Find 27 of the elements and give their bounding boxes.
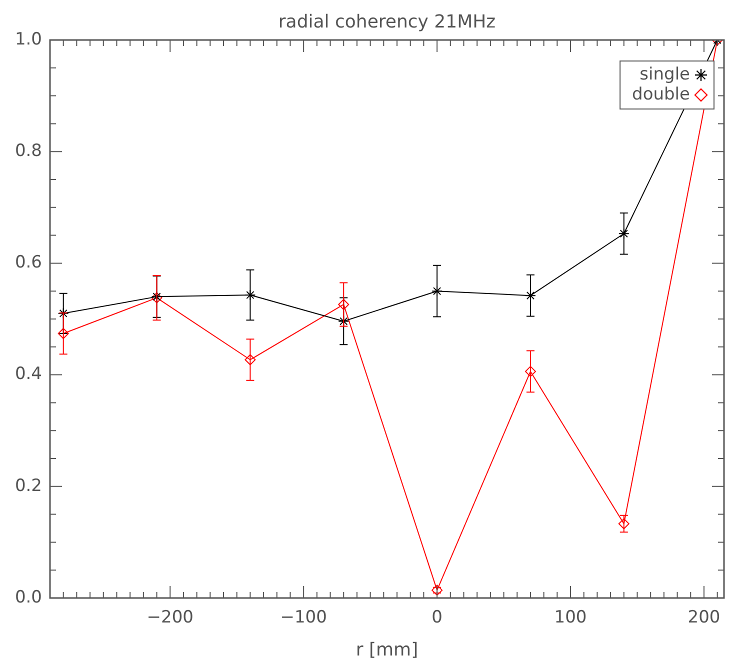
point (618, 228, 630, 240)
chart-title: radial coherency 21MHz (278, 12, 496, 33)
y-tick-label: 1.0 (14, 29, 42, 50)
y-tick-label: 0.2 (14, 476, 42, 496)
point (524, 366, 536, 377)
point (432, 584, 443, 596)
point (338, 298, 350, 310)
point (618, 518, 630, 530)
point (432, 286, 443, 297)
point (244, 354, 256, 366)
x-tick-label: 200 (688, 608, 720, 628)
x-tick-label: −200 (146, 608, 194, 628)
x-tick-label: 0 (432, 608, 442, 628)
point (338, 316, 350, 327)
legend-label: single (640, 64, 690, 84)
y-tick-label: 0.4 (14, 364, 42, 384)
y-tick-label: 0.6 (14, 252, 42, 273)
point (58, 308, 69, 319)
x-axis-title: r [mm] (356, 640, 418, 661)
legend-label: double (632, 84, 690, 104)
y-tick-label: 0.8 (14, 141, 42, 162)
point (524, 290, 536, 302)
x-tick-label: −100 (280, 608, 327, 628)
point (58, 328, 69, 340)
point (244, 290, 256, 301)
x-tick-label: 100 (554, 608, 587, 628)
y-tick-label: 0.0 (14, 587, 42, 608)
